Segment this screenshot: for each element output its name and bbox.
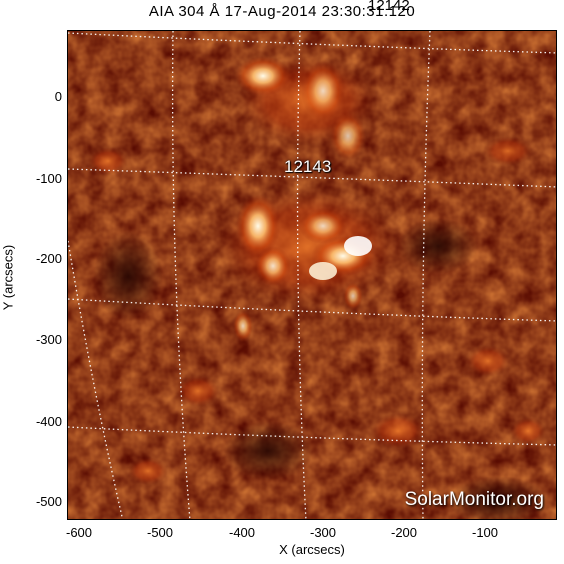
x-tick-label: -300	[309, 525, 337, 540]
y-axis-label: Y (arcsecs)	[0, 244, 16, 311]
overlap-region-label: 12142	[368, 0, 410, 14]
x-tick-label: -100	[471, 525, 499, 540]
x-tick-label: -400	[228, 525, 256, 540]
credit-watermark: SolarMonitor.org	[404, 489, 544, 510]
y-tick-label: -300	[35, 332, 62, 347]
x-tick-label: -200	[390, 525, 418, 540]
x-tick-label: -500	[146, 525, 174, 540]
solar-image-panel: 12143 SolarMonitor.org	[67, 30, 557, 520]
image-title: AIA 304 Å 17-Aug-2014 23:30:31.120	[148, 3, 416, 20]
solar-image	[68, 31, 556, 519]
y-tick-label: -100	[35, 171, 62, 186]
x-axis-label: X (arcsecs)	[279, 542, 345, 557]
y-tick-label: -400	[35, 414, 62, 429]
y-tick-label: 0	[54, 89, 62, 104]
y-tick-label: -500	[35, 494, 62, 509]
y-tick-label: -200	[35, 251, 62, 266]
x-tick-label: -600	[65, 525, 93, 540]
active-region-label: 12143	[284, 157, 332, 176]
